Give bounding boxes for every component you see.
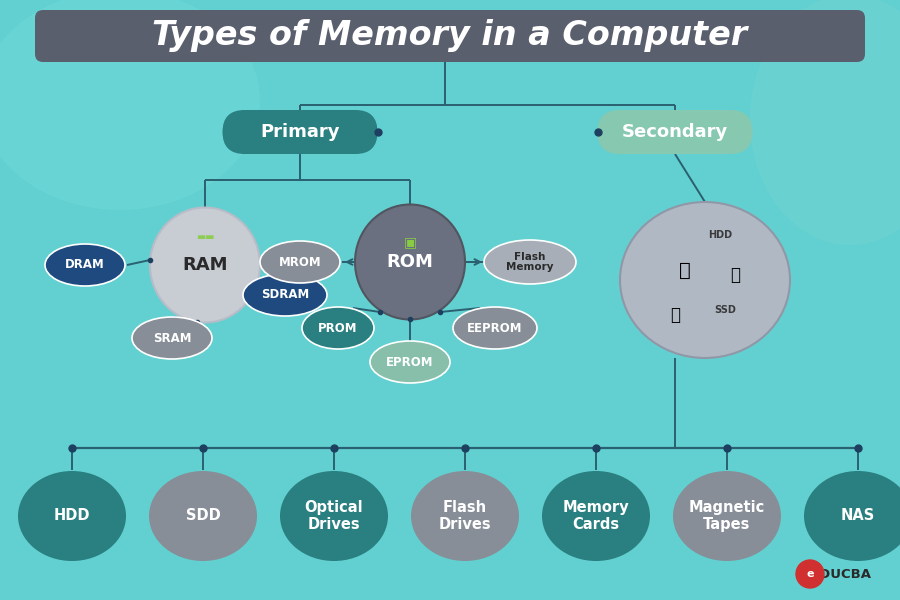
Ellipse shape	[750, 0, 900, 245]
Text: HDD: HDD	[54, 509, 90, 523]
Text: Flash
Memory: Flash Memory	[506, 251, 554, 272]
Text: SDRAM: SDRAM	[261, 289, 309, 301]
Circle shape	[796, 560, 824, 588]
Text: Flash
Drives: Flash Drives	[438, 500, 491, 532]
Text: NAS: NAS	[841, 509, 875, 523]
Text: DRAM: DRAM	[65, 259, 105, 271]
Ellipse shape	[484, 240, 576, 284]
Text: SDD: SDD	[185, 509, 220, 523]
Text: e: e	[806, 569, 814, 579]
Text: EEPROM: EEPROM	[467, 322, 523, 335]
Text: Optical
Drives: Optical Drives	[305, 500, 364, 532]
Ellipse shape	[302, 307, 374, 349]
FancyBboxPatch shape	[222, 110, 377, 154]
Ellipse shape	[260, 241, 340, 283]
Text: Primary: Primary	[260, 123, 340, 141]
Text: 💾: 💾	[680, 260, 691, 280]
Ellipse shape	[149, 471, 257, 561]
Text: SSD: SSD	[714, 305, 736, 315]
Text: EDUCBA: EDUCBA	[811, 568, 872, 581]
Text: RAM: RAM	[182, 256, 228, 274]
Ellipse shape	[411, 471, 519, 561]
Text: Magnetic
Tapes: Magnetic Tapes	[688, 500, 765, 532]
FancyBboxPatch shape	[35, 10, 865, 62]
Ellipse shape	[18, 471, 126, 561]
Text: EPROM: EPROM	[386, 355, 434, 368]
Text: Memory
Cards: Memory Cards	[562, 500, 629, 532]
Ellipse shape	[673, 471, 781, 561]
Ellipse shape	[45, 244, 125, 286]
Text: SRAM: SRAM	[153, 331, 191, 344]
Text: ▣: ▣	[403, 235, 417, 249]
Ellipse shape	[804, 471, 900, 561]
Ellipse shape	[355, 205, 465, 319]
Text: PROM: PROM	[319, 322, 358, 335]
Ellipse shape	[542, 471, 650, 561]
FancyBboxPatch shape	[598, 110, 752, 154]
Text: 🖥: 🖥	[670, 306, 680, 324]
Text: ROM: ROM	[387, 253, 434, 271]
Text: ▬▬: ▬▬	[195, 232, 214, 242]
Ellipse shape	[280, 471, 388, 561]
Ellipse shape	[0, 0, 260, 210]
Ellipse shape	[150, 208, 260, 323]
Ellipse shape	[453, 307, 537, 349]
Text: MROM: MROM	[279, 256, 321, 269]
Ellipse shape	[370, 341, 450, 383]
Ellipse shape	[620, 202, 790, 358]
Text: HDD: HDD	[708, 230, 732, 240]
Ellipse shape	[243, 274, 327, 316]
Text: Types of Memory in a Computer: Types of Memory in a Computer	[152, 19, 748, 52]
Text: 📱: 📱	[730, 266, 740, 284]
Text: Secondary: Secondary	[622, 123, 728, 141]
Ellipse shape	[132, 317, 212, 359]
